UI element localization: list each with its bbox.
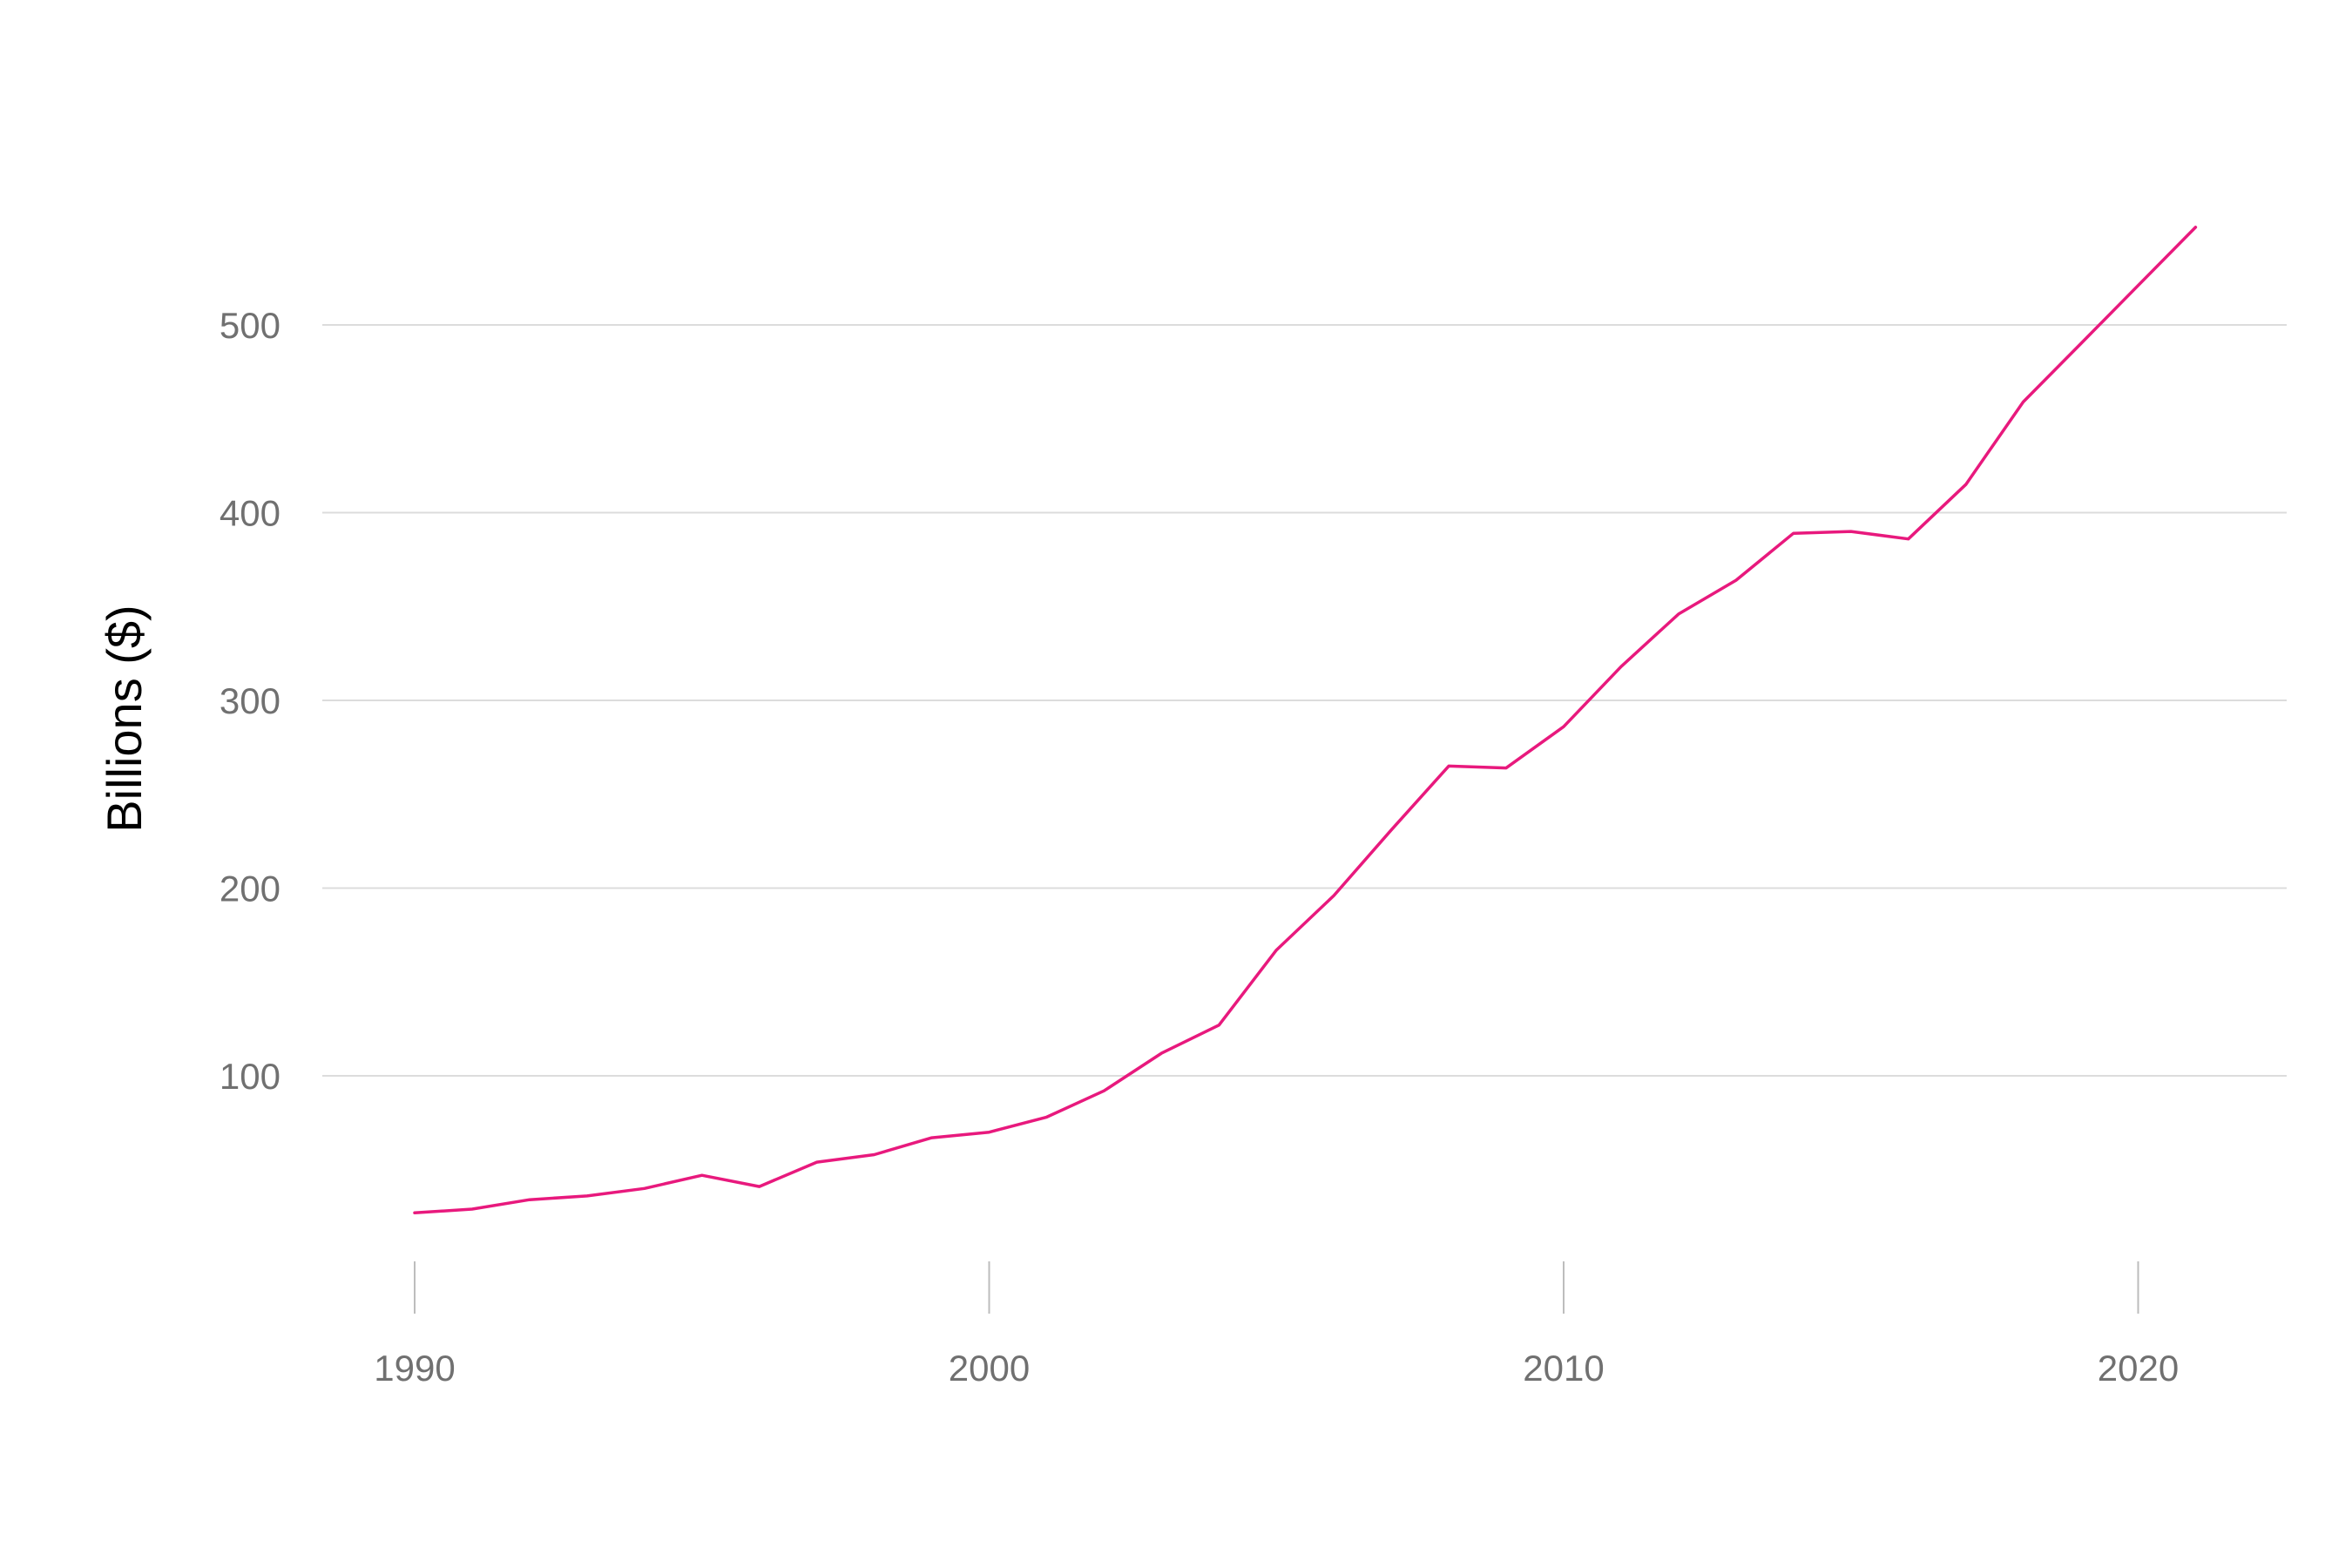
data-point-2003 [1159, 1051, 1164, 1056]
data-point-2000 [987, 1130, 992, 1135]
data-point-1992 [527, 1197, 532, 1202]
data-point-2017 [1963, 482, 1969, 487]
x-tick-label-2000: 2000 [949, 1348, 1030, 1389]
data-point-1994 [642, 1186, 647, 1191]
data-point-1993 [585, 1193, 590, 1199]
data-point-2015 [1848, 529, 1854, 534]
data-point-2006 [1331, 893, 1336, 898]
data-point-2018 [2021, 399, 2026, 404]
data-point-1998 [872, 1152, 877, 1158]
data-point-1991 [470, 1206, 475, 1212]
data-point-1995 [700, 1173, 705, 1178]
data-point-2016 [1906, 537, 1911, 542]
data-point-2004 [1216, 1023, 1221, 1028]
x-tick-label-2010: 2010 [1523, 1348, 1604, 1389]
data-point-2012 [1676, 612, 1681, 617]
y-axis-title: Billions ($) [97, 605, 152, 832]
y-tick-label-300: 300 [220, 680, 280, 721]
series-layer [412, 225, 2198, 1215]
data-point-2013 [1734, 578, 1739, 583]
data-point-2002 [1101, 1088, 1106, 1093]
y-tick-label-200: 200 [220, 868, 280, 909]
data-point-1990 [412, 1210, 417, 1215]
y-tick-label-400: 400 [220, 493, 280, 534]
data-point-2007 [1389, 828, 1394, 833]
gridlines [322, 324, 2287, 1077]
data-point-2014 [1791, 531, 1796, 536]
data-point-2011 [1619, 664, 1624, 669]
x-tick-label-2020: 2020 [2098, 1348, 2179, 1389]
data-point-2001 [1044, 1114, 1049, 1119]
y-tick-label-500: 500 [220, 305, 280, 346]
y-axis-labels: 100 200 300 400 500 [220, 305, 280, 1097]
x-axis-labels: 1990 2000 2010 2020 [374, 1348, 2179, 1389]
y-tick-label-100: 100 [220, 1056, 280, 1097]
data-point-2010 [1561, 724, 1566, 729]
x-tick-label-1990: 1990 [374, 1348, 455, 1389]
data-point-1996 [757, 1184, 762, 1189]
data-point-2005 [1274, 948, 1279, 953]
x-axis-ticks [414, 1261, 2139, 1314]
data-point-2020 [2136, 283, 2141, 288]
data-point-1999 [929, 1135, 935, 1140]
data-point-2021 [2193, 225, 2198, 230]
data-point-2008 [1446, 763, 1451, 768]
data-point-2019 [2078, 341, 2084, 347]
series-line-0 [413, 226, 2198, 1215]
data-point-2009 [1504, 766, 1509, 771]
data-point-1997 [814, 1159, 820, 1165]
